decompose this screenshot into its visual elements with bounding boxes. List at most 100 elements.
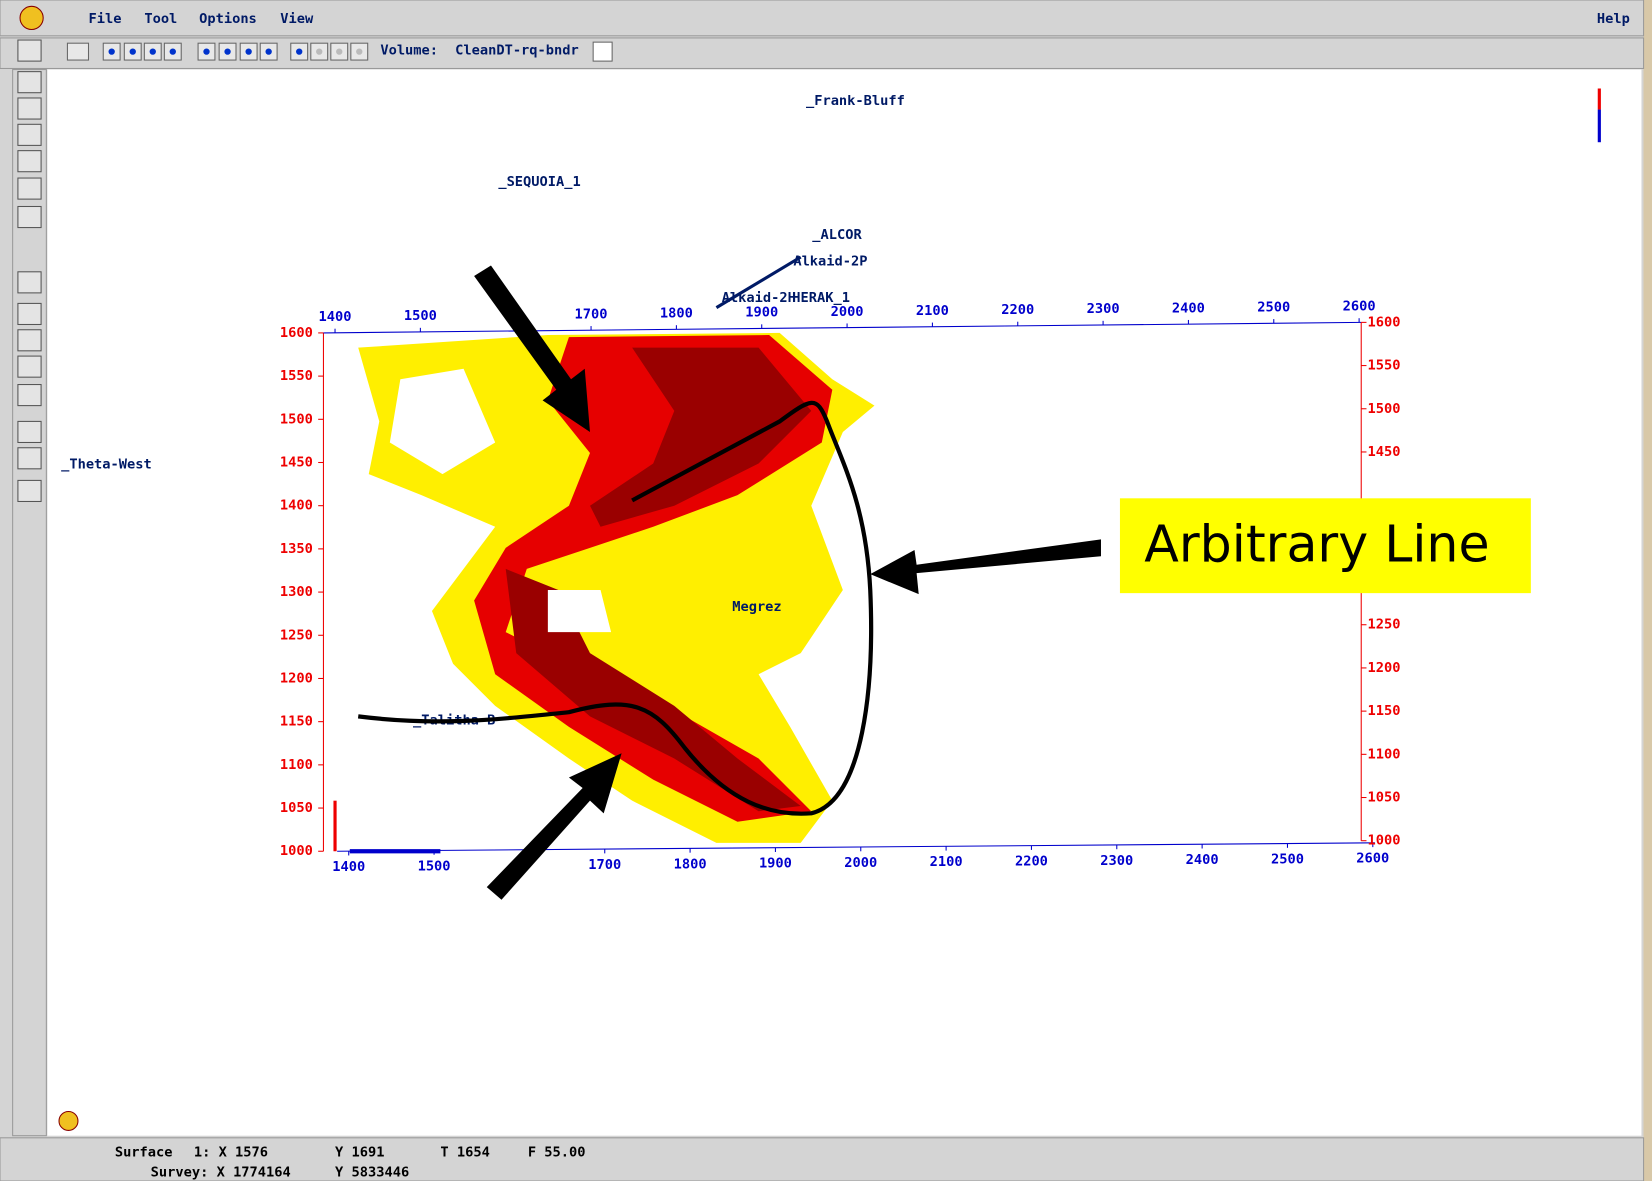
y-tick-label: 1550 bbox=[280, 368, 313, 384]
app-logo[interactable] bbox=[20, 6, 43, 29]
x-tick-label: 2200 bbox=[1001, 302, 1034, 318]
x-tick-label: 1400 bbox=[332, 859, 365, 875]
tool-icon[interactable] bbox=[18, 330, 41, 351]
y-tick-label: 1350 bbox=[280, 541, 313, 557]
x-tick-label: 1400 bbox=[319, 309, 352, 325]
status-text: Surface bbox=[115, 1145, 173, 1161]
x-tick-label: 2600 bbox=[1343, 299, 1376, 315]
y-tick-label: 1400 bbox=[280, 498, 313, 514]
tool-icon[interactable] bbox=[18, 356, 41, 377]
radio-dot bbox=[266, 48, 272, 54]
colorbar-button[interactable] bbox=[593, 42, 612, 61]
callout-text: Arbitrary Line bbox=[1144, 514, 1489, 573]
tool-icon[interactable] bbox=[18, 480, 41, 501]
tool-icon[interactable] bbox=[18, 151, 41, 172]
well-label[interactable]: Alkaid-2P bbox=[793, 253, 867, 269]
x-tick-label: 2500 bbox=[1257, 299, 1290, 315]
menu-item[interactable]: Options bbox=[199, 11, 257, 27]
x-tick-label: 2600 bbox=[1356, 851, 1389, 867]
x-tick-label: 1900 bbox=[745, 305, 778, 321]
x-tick-label: 1900 bbox=[759, 856, 792, 872]
x-tick-label: 2300 bbox=[1100, 853, 1133, 869]
radio-dot bbox=[203, 48, 209, 54]
radio-dot bbox=[245, 48, 251, 54]
status-text: Y 5833446 bbox=[335, 1165, 409, 1181]
x-tick-label: 2200 bbox=[1015, 853, 1048, 869]
status-text: Y 1691 bbox=[335, 1145, 384, 1161]
radio-dot bbox=[224, 48, 230, 54]
x-tick-label: 2400 bbox=[1186, 852, 1219, 868]
volume-label: Volume: bbox=[380, 43, 438, 59]
y-tick-label: 1100 bbox=[1368, 746, 1401, 762]
radio-dot bbox=[130, 48, 136, 54]
menu-help[interactable]: Help bbox=[1597, 11, 1630, 27]
page: File Tool Options View Help Volume: CleanDT… bbox=[0, 0, 1652, 1181]
tool-icon[interactable] bbox=[18, 124, 41, 145]
well-label[interactable]: Alkaid-2H bbox=[722, 290, 796, 306]
x-tick-label: 2100 bbox=[916, 303, 949, 319]
x-tick-label: 1500 bbox=[418, 858, 451, 874]
y-tick-label: 1600 bbox=[280, 325, 313, 341]
tool-icon[interactable] bbox=[18, 206, 41, 227]
tool-icon[interactable] bbox=[18, 385, 41, 406]
tool-column bbox=[13, 70, 47, 1136]
x-tick-label: 1700 bbox=[575, 306, 608, 322]
app-window: File Tool Options View Help Volume: CleanDT… bbox=[0, 0, 1652, 1181]
tool-icon[interactable] bbox=[18, 72, 41, 93]
y-tick-label: 1250 bbox=[1368, 617, 1401, 633]
tool-icon[interactable] bbox=[18, 448, 41, 469]
radio-dot bbox=[316, 48, 322, 54]
radio-dot bbox=[109, 48, 115, 54]
x-tick-label: 1800 bbox=[660, 306, 693, 322]
y-tick-label: 1500 bbox=[1368, 401, 1401, 417]
menu-item[interactable]: File bbox=[89, 11, 122, 27]
y-tick-label: 1450 bbox=[280, 454, 313, 470]
well-label[interactable]: _Frank-Bluff bbox=[806, 93, 905, 109]
canvas-logo bbox=[59, 1111, 78, 1130]
well-label[interactable]: _Theta-West bbox=[61, 457, 152, 473]
status-text: F 55.00 bbox=[528, 1145, 586, 1161]
tool-icon[interactable] bbox=[18, 178, 41, 199]
status-text: T 1654 bbox=[440, 1145, 489, 1161]
radio-dot bbox=[150, 48, 156, 54]
y-tick-label: 1250 bbox=[280, 627, 313, 643]
well-label[interactable]: _SEQUOIA_1 bbox=[498, 174, 580, 190]
x-tick-label: 2500 bbox=[1271, 851, 1304, 867]
y-tick-label: 1200 bbox=[280, 670, 313, 686]
y-tick-label: 1100 bbox=[280, 757, 313, 773]
tool-icon[interactable] bbox=[18, 303, 41, 324]
x-tick-label: 1500 bbox=[404, 308, 437, 324]
well-label[interactable]: HERAK_1 bbox=[792, 290, 850, 306]
y-tick-label: 1600 bbox=[1368, 314, 1401, 330]
tool-icon[interactable] bbox=[18, 40, 41, 61]
well-label[interactable]: Megrez bbox=[732, 599, 781, 615]
y-tick-label: 1450 bbox=[1368, 444, 1401, 460]
menu-item[interactable]: Tool bbox=[144, 11, 177, 27]
x-tick-label: 2000 bbox=[844, 855, 877, 871]
x-tick-label: 2100 bbox=[930, 854, 963, 870]
y-tick-label: 1000 bbox=[1368, 833, 1401, 849]
menu-item[interactable]: View bbox=[280, 11, 314, 27]
status-text: Survey: X 1774164 bbox=[151, 1165, 291, 1181]
y-tick-label: 1150 bbox=[280, 714, 313, 730]
x-tick-label: 1700 bbox=[588, 857, 621, 873]
radio-dot bbox=[170, 48, 176, 54]
border bbox=[1644, 0, 1652, 1181]
tool-icon[interactable] bbox=[18, 421, 41, 442]
status-text: 1: X 1576 bbox=[194, 1145, 268, 1161]
y-tick-label: 1050 bbox=[1368, 790, 1401, 806]
radio-dot bbox=[336, 48, 342, 54]
x-tick-label: 2300 bbox=[1087, 301, 1120, 317]
tool-icon[interactable] bbox=[18, 272, 41, 293]
y-tick-label: 1000 bbox=[280, 843, 313, 859]
x-tick-label: 2000 bbox=[831, 304, 864, 320]
volume-name[interactable]: CleanDT-rq-bndr bbox=[455, 43, 579, 59]
radio-dot bbox=[356, 48, 362, 54]
y-tick-label: 1500 bbox=[280, 411, 313, 427]
well-label[interactable]: _ALCOR bbox=[812, 227, 862, 243]
tool-icon[interactable] bbox=[18, 98, 41, 119]
x-tick-label: 1800 bbox=[674, 856, 707, 872]
x-tick-label: 2400 bbox=[1172, 300, 1205, 316]
y-tick-label: 1300 bbox=[280, 584, 313, 600]
tool-button[interactable] bbox=[67, 43, 88, 60]
